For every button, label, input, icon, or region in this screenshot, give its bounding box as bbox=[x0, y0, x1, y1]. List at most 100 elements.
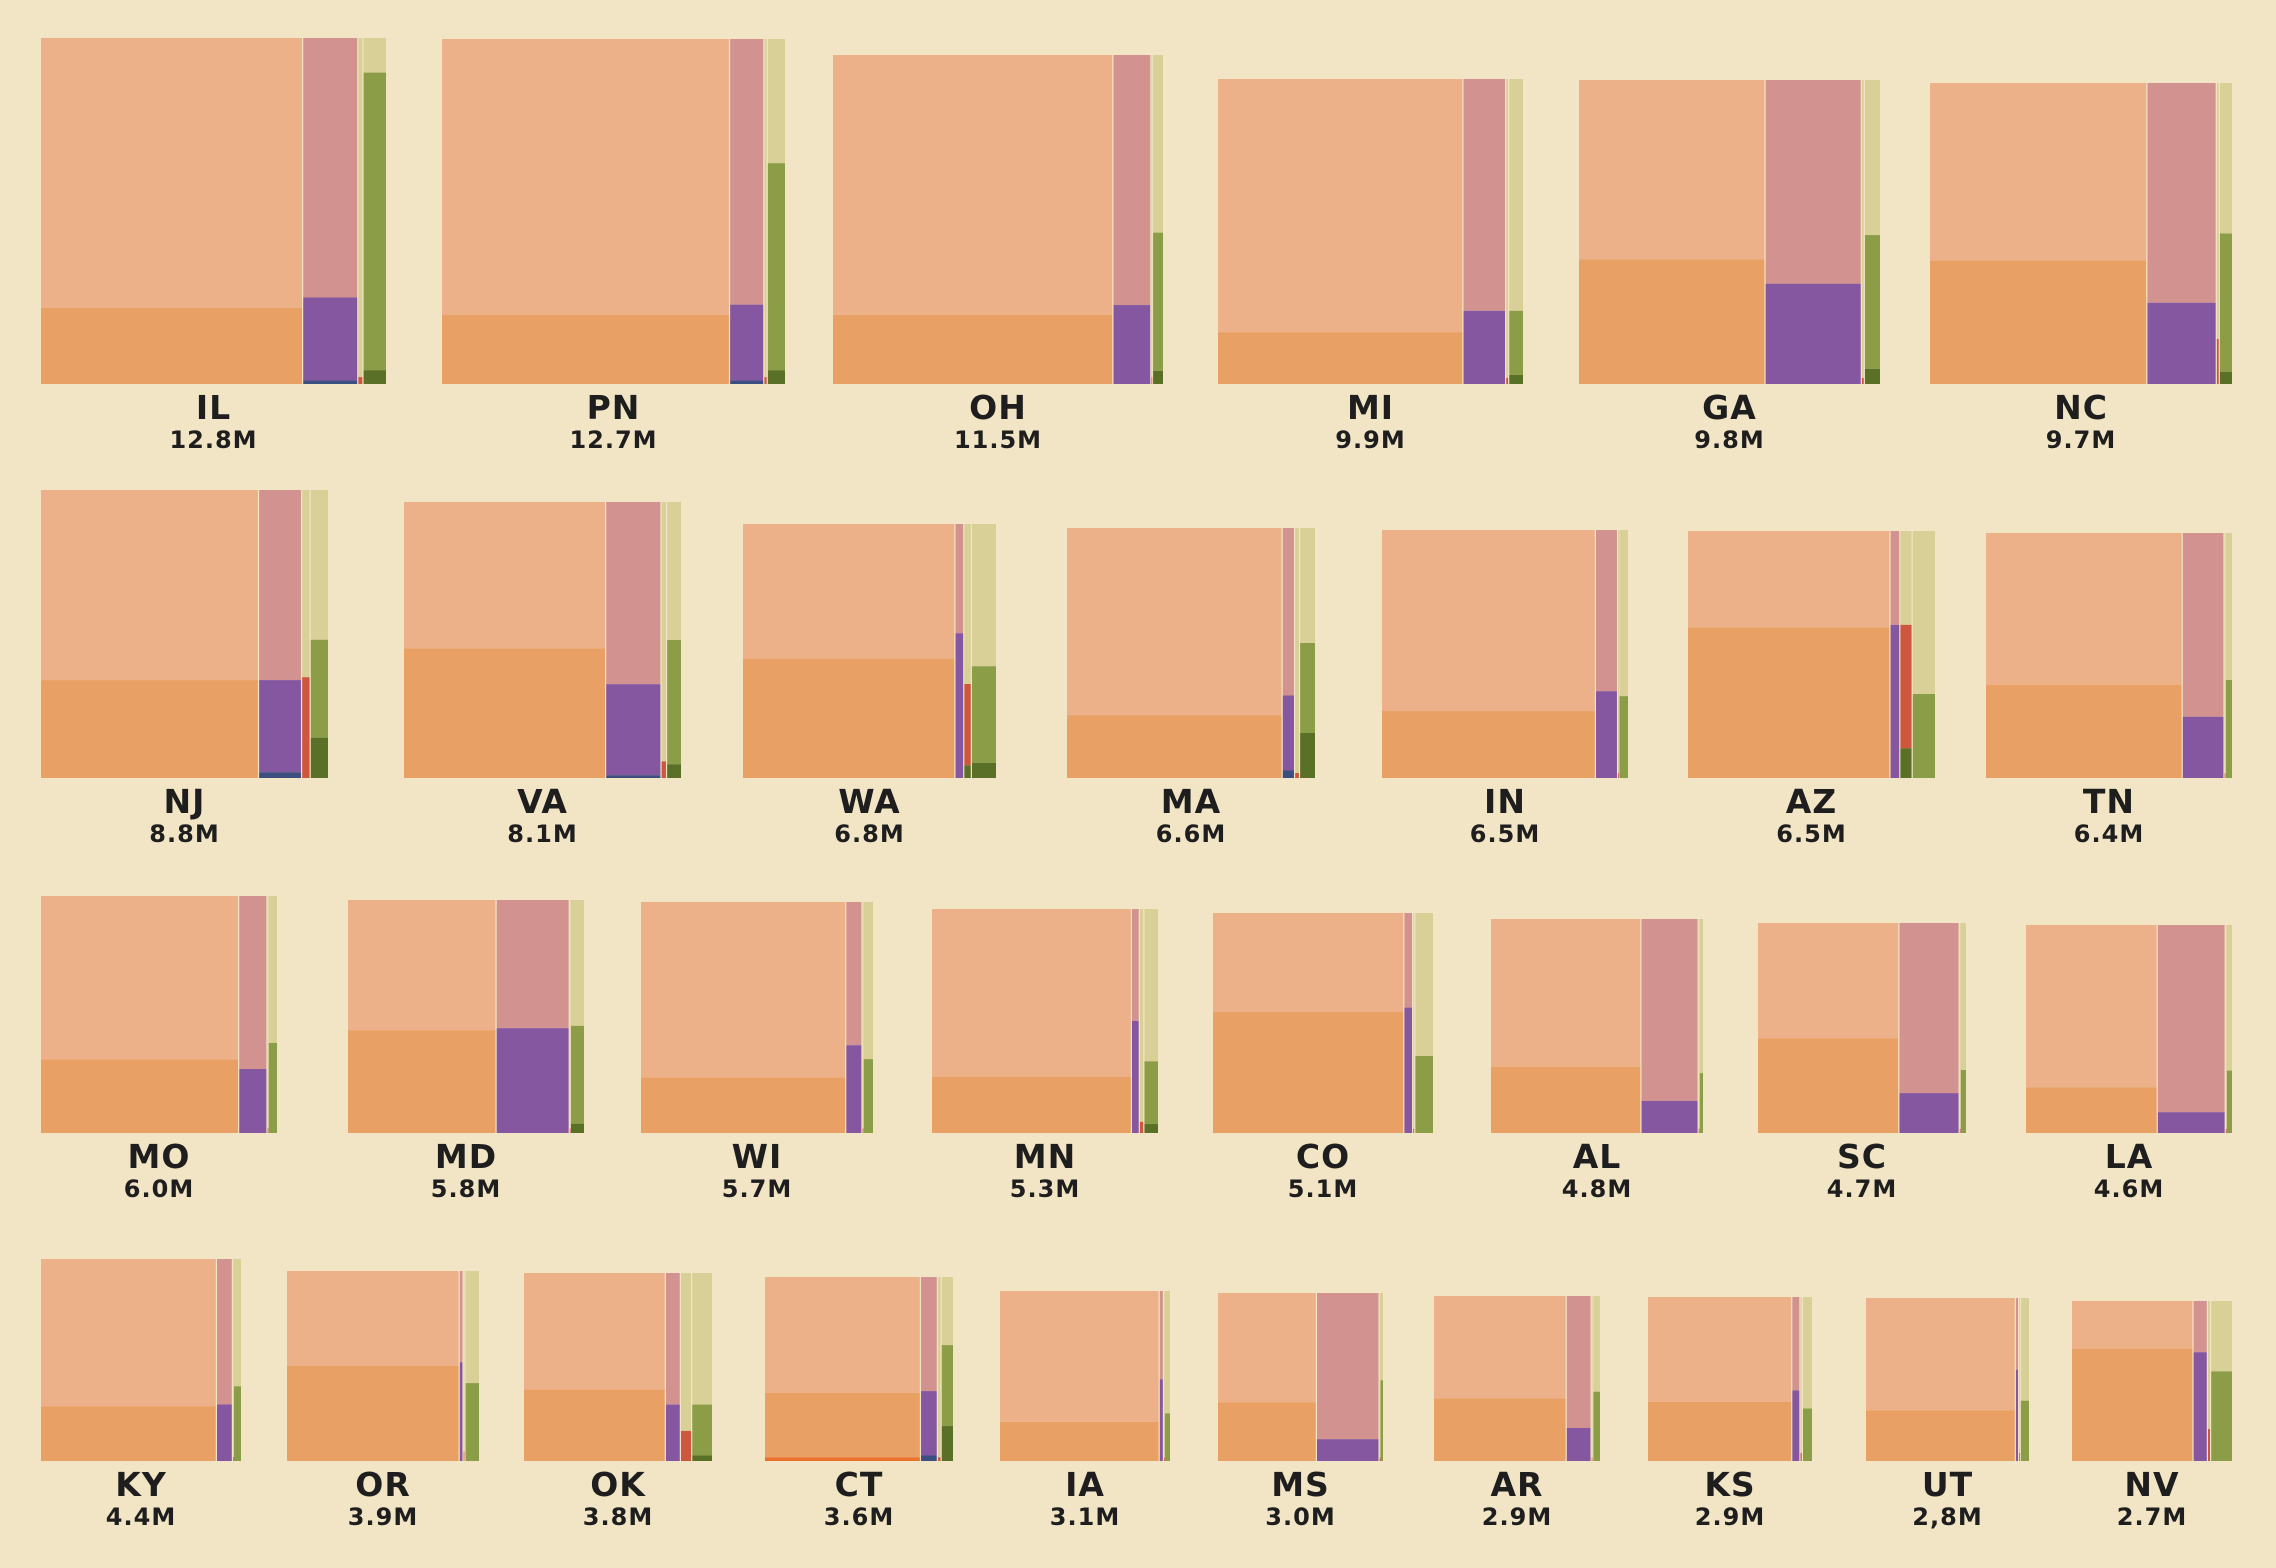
marimekko-svg bbox=[41, 1259, 241, 1461]
mosaic-segment bbox=[463, 1271, 465, 1452]
mosaic-segment bbox=[1282, 528, 1294, 696]
mosaic-segment bbox=[233, 1456, 234, 1461]
mosaic-segment bbox=[764, 39, 767, 378]
state-chart bbox=[287, 1271, 479, 1461]
mosaic-segment bbox=[606, 775, 661, 778]
mosaic-segment bbox=[571, 1025, 584, 1124]
state-label: WA bbox=[838, 782, 901, 821]
state-label: CO bbox=[1295, 1137, 1351, 1176]
mosaic-segment bbox=[1648, 1401, 1792, 1461]
population-label: 4.4M bbox=[105, 1503, 177, 1531]
mosaic-segment bbox=[667, 502, 681, 640]
mosaic-segment bbox=[2225, 925, 2227, 1129]
mosaic-segment bbox=[1132, 1021, 1139, 1133]
mosaic-segment bbox=[1579, 259, 1765, 384]
marimekko-svg bbox=[1579, 80, 1880, 384]
mosaic-segment bbox=[41, 1059, 239, 1133]
marimekko-svg bbox=[1382, 530, 1628, 778]
mosaic-segment bbox=[1218, 79, 1463, 333]
mosaic-segment bbox=[1379, 1457, 1381, 1461]
mosaic-segment bbox=[661, 502, 666, 762]
mosaic-segment bbox=[1153, 55, 1163, 233]
mosaic-segment bbox=[463, 1451, 465, 1461]
marimekko-svg bbox=[442, 39, 785, 384]
mosaic-segment bbox=[571, 900, 584, 1026]
mosaic-segment bbox=[267, 1128, 269, 1133]
population-label: 6.5M bbox=[1469, 820, 1541, 848]
mosaic-segment bbox=[1800, 1297, 1802, 1453]
mosaic-segment bbox=[1380, 1380, 1383, 1461]
mosaic-segment bbox=[239, 896, 267, 1070]
mosaic-segment bbox=[1792, 1297, 1800, 1391]
mosaic-segment bbox=[2019, 1452, 2021, 1461]
mosaic-segment bbox=[2072, 1301, 2193, 1349]
mosaic-segment bbox=[41, 1406, 216, 1461]
marimekko-svg bbox=[1758, 923, 1966, 1133]
mosaic-segment bbox=[964, 765, 971, 778]
mosaic-segment bbox=[606, 684, 661, 776]
state-chart bbox=[1491, 919, 1703, 1133]
mosaic-segment bbox=[1295, 528, 1299, 773]
mosaic-segment bbox=[404, 648, 606, 778]
mosaic-segment bbox=[459, 1362, 463, 1461]
mosaic-segment bbox=[1159, 1291, 1163, 1380]
mosaic-segment bbox=[2182, 533, 2224, 717]
mosaic-segment bbox=[1596, 530, 1617, 692]
mosaic-segment bbox=[1218, 1293, 1316, 1403]
state-label: NV bbox=[2124, 1465, 2180, 1504]
mosaic-segment bbox=[1802, 1408, 1812, 1461]
mosaic-segment bbox=[1413, 1128, 1415, 1133]
state-label: OH bbox=[969, 388, 1027, 427]
state-label: MA bbox=[1160, 782, 1222, 821]
mosaic-segment bbox=[1864, 80, 1880, 236]
mosaic-segment bbox=[767, 163, 785, 371]
mosaic-segment bbox=[1164, 1291, 1170, 1414]
mosaic-segment bbox=[971, 524, 996, 667]
population-label: 6.8M bbox=[834, 820, 905, 848]
marimekko-svg bbox=[1930, 83, 2232, 384]
mosaic-segment bbox=[1591, 1457, 1593, 1461]
mosaic-segment bbox=[2020, 1400, 2029, 1461]
mosaic-segment bbox=[1404, 913, 1412, 1008]
mosaic-segment bbox=[1382, 711, 1595, 778]
mosaic-segment bbox=[1579, 80, 1765, 260]
mosaic-segment bbox=[2147, 83, 2216, 303]
mosaic-segment bbox=[1566, 1428, 1591, 1461]
mosaic-segment bbox=[680, 1430, 692, 1461]
mosaic-segment bbox=[833, 55, 1113, 315]
mosaic-segment bbox=[833, 314, 1113, 384]
mosaic-segment bbox=[1618, 530, 1619, 774]
mosaic-segment bbox=[1317, 1439, 1379, 1461]
mosaic-segment bbox=[1758, 1038, 1899, 1133]
mosaic-segment bbox=[1912, 531, 1935, 695]
mosaic-segment bbox=[2015, 1369, 2019, 1461]
state-label: MO bbox=[127, 1137, 191, 1176]
mosaic-segment bbox=[1144, 1061, 1158, 1125]
state-chart bbox=[442, 39, 785, 384]
state-label: IN bbox=[1484, 782, 1526, 821]
mosaic-segment bbox=[234, 1386, 241, 1461]
population-label: 6.4M bbox=[2073, 820, 2145, 848]
mosaic-segment bbox=[1139, 909, 1144, 1122]
mosaic-segment bbox=[971, 666, 996, 763]
mosaic-segment bbox=[2225, 680, 2232, 778]
population-label: 3.1M bbox=[1049, 1503, 1121, 1531]
mosaic-segment bbox=[1619, 530, 1628, 697]
mosaic-segment bbox=[846, 902, 862, 1046]
mosaic-segment bbox=[1300, 643, 1315, 733]
mosaic-segment bbox=[971, 762, 996, 778]
mosaic-segment bbox=[1802, 1297, 1812, 1409]
state-chart bbox=[41, 490, 328, 778]
mosaic-segment bbox=[310, 737, 328, 778]
population-label: 5.8M bbox=[430, 1175, 502, 1203]
mosaic-segment bbox=[1864, 368, 1880, 384]
mosaic-segment bbox=[921, 1455, 937, 1461]
mosaic-segment bbox=[1067, 528, 1282, 716]
mosaic-segment bbox=[259, 680, 301, 773]
state-label: MN bbox=[1013, 1137, 1077, 1176]
population-label: 2.7M bbox=[2116, 1503, 2188, 1531]
state-label: OK bbox=[590, 1465, 646, 1504]
mosaic-segment bbox=[1688, 531, 1890, 628]
mosaic-segment bbox=[941, 1345, 953, 1427]
